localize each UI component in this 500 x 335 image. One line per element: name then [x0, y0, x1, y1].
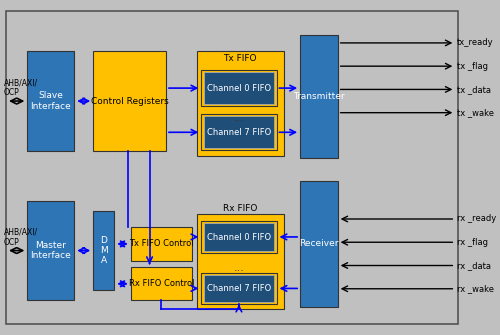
Text: rx _data: rx _data	[456, 261, 490, 270]
Bar	[28, 51, 74, 151]
Text: Rx FIFO Control: Rx FIFO Control	[128, 279, 194, 288]
Text: Tx FIFO: Tx FIFO	[224, 54, 257, 63]
Bar	[196, 51, 284, 156]
Text: Channel 7 FIFO: Channel 7 FIFO	[207, 284, 271, 293]
Text: Channel 0 FIFO: Channel 0 FIFO	[207, 84, 271, 92]
Text: Channel 0 FIFO: Channel 0 FIFO	[207, 232, 271, 242]
Text: Tx FIFO Control: Tx FIFO Control	[129, 240, 194, 249]
Bar	[300, 35, 338, 157]
Text: tx_ready: tx_ready	[456, 39, 494, 48]
Text: AHB/AXI/
OCP: AHB/AXI/ OCP	[4, 227, 38, 247]
Text: Control Registers: Control Registers	[90, 96, 168, 106]
Bar	[202, 273, 276, 305]
Text: tx _flag: tx _flag	[456, 62, 488, 71]
Bar	[300, 181, 338, 307]
Bar	[196, 214, 284, 309]
Text: Channel 7 FIFO: Channel 7 FIFO	[207, 128, 271, 137]
Bar	[202, 70, 276, 106]
Text: ...: ...	[234, 113, 244, 123]
Text: tx _wake: tx _wake	[456, 108, 494, 117]
Text: Slave
Interface: Slave Interface	[30, 91, 71, 111]
Text: Master
Interface: Master Interface	[30, 241, 71, 260]
Text: rx _wake: rx _wake	[456, 284, 494, 293]
Bar	[93, 51, 166, 151]
Text: AHB/AXI/
OCP: AHB/AXI/ OCP	[4, 78, 38, 97]
Bar	[28, 201, 74, 300]
Bar	[202, 114, 276, 150]
Bar	[204, 72, 274, 104]
Bar	[93, 211, 114, 290]
Text: Receiver: Receiver	[299, 240, 339, 249]
Text: ...: ...	[234, 263, 244, 273]
Bar	[204, 116, 274, 148]
Text: rx _ready: rx _ready	[456, 214, 496, 223]
Text: Rx FIFO: Rx FIFO	[223, 204, 258, 212]
Bar	[202, 221, 276, 253]
Bar	[204, 223, 274, 251]
Bar	[130, 227, 192, 261]
Text: tx _data: tx _data	[456, 85, 490, 94]
Text: Transmitter: Transmitter	[293, 91, 344, 100]
Bar	[204, 275, 274, 303]
Text: D
M
A: D M A	[100, 236, 108, 265]
Bar	[130, 267, 192, 300]
Text: rx _flag: rx _flag	[456, 238, 488, 247]
